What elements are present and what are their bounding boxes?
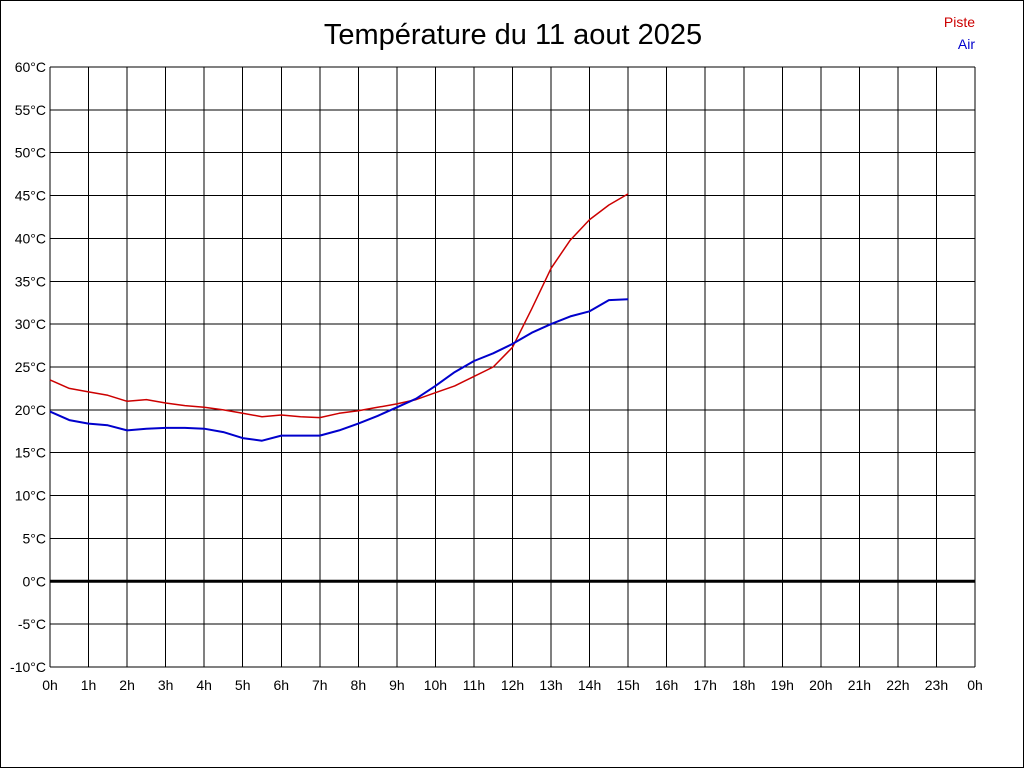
- y-tick-label: 30°C: [15, 316, 46, 332]
- x-tick-label: 12h: [501, 677, 524, 693]
- x-tick-label: 1h: [81, 677, 97, 693]
- x-tick-label: 13h: [539, 677, 562, 693]
- y-tick-label: 15°C: [15, 445, 46, 461]
- y-tick-label: 10°C: [15, 488, 46, 504]
- x-tick-label: 22h: [886, 677, 909, 693]
- x-tick-label: 8h: [351, 677, 367, 693]
- y-tick-label: -10°C: [10, 659, 46, 675]
- y-tick-label: 0°C: [23, 573, 47, 589]
- x-tick-label: 9h: [389, 677, 405, 693]
- y-tick-label: 40°C: [15, 230, 46, 246]
- x-tick-label: 14h: [578, 677, 601, 693]
- x-tick-label: 11h: [463, 677, 485, 693]
- x-tick-label: 18h: [732, 677, 755, 693]
- x-tick-label: 3h: [158, 677, 174, 693]
- x-tick-label: 10h: [424, 677, 447, 693]
- x-tick-label: 0h: [42, 677, 58, 693]
- chart-title: Température du 11 aout 2025: [323, 19, 703, 51]
- x-tick-label: 19h: [771, 677, 794, 693]
- x-tick-label: 0h: [967, 677, 983, 693]
- y-tick-label: -5°C: [18, 616, 46, 632]
- x-tick-label: 4h: [196, 677, 212, 693]
- y-tick-label: 55°C: [15, 102, 46, 118]
- legend-piste: Piste: [943, 14, 975, 30]
- x-tick-label: 15h: [616, 677, 639, 693]
- x-tick-label: 20h: [809, 677, 832, 693]
- x-tick-label: 16h: [655, 677, 678, 693]
- x-tick-label: 21h: [848, 677, 871, 693]
- x-tick-label: 6h: [273, 677, 289, 693]
- x-tick-label: 5h: [235, 677, 251, 693]
- y-tick-label: 45°C: [15, 188, 46, 204]
- x-tick-label: 2h: [119, 677, 135, 693]
- y-tick-label: 20°C: [15, 402, 46, 418]
- x-tick-label: 23h: [925, 677, 948, 693]
- y-tick-label: 5°C: [23, 530, 47, 546]
- x-tick-label: 7h: [312, 677, 328, 693]
- series-line-air: [49, 298, 629, 442]
- y-tick-label: 35°C: [15, 273, 46, 289]
- y-tick-label: 25°C: [15, 359, 46, 375]
- y-tick-label: 60°C: [15, 59, 46, 75]
- x-tick-label: 17h: [694, 677, 717, 693]
- legend-air: Air: [957, 36, 975, 52]
- y-tick-label: 50°C: [15, 145, 46, 161]
- series-line-piste: [49, 193, 629, 419]
